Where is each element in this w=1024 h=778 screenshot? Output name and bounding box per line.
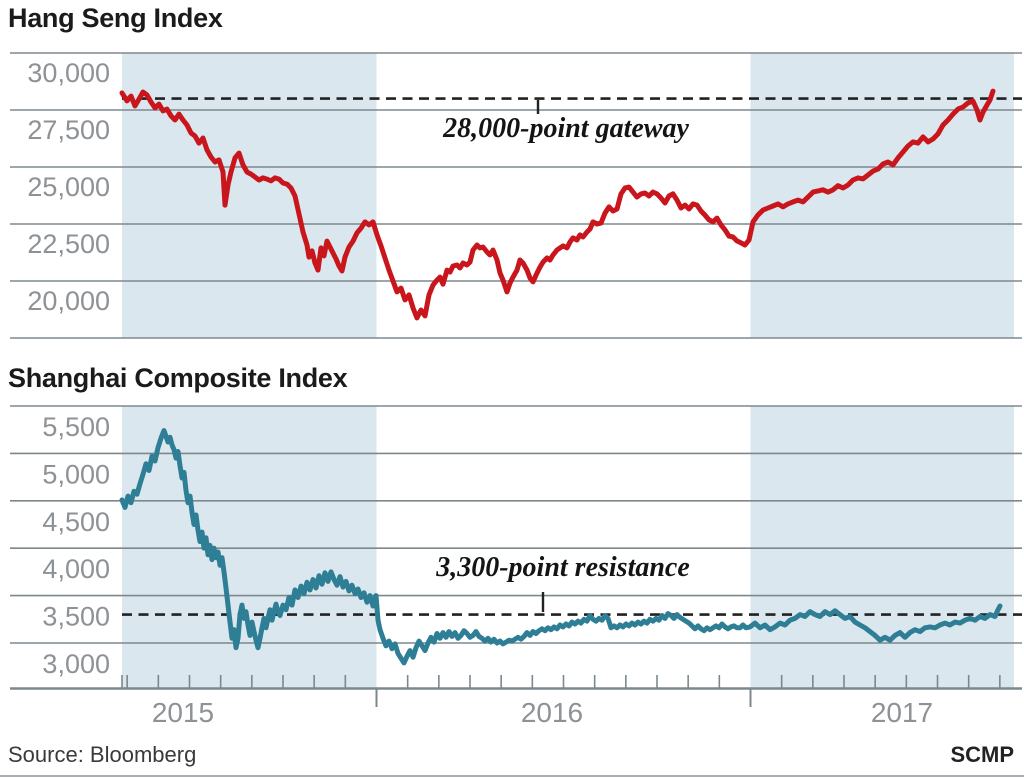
year-band-2017 [750,406,1014,689]
source-credit: Source: Bloomberg [8,742,197,767]
chart-title-shanghai: Shanghai Composite Index [8,363,348,393]
y-axis-label: 25,000 [27,172,110,202]
publisher-credit: SCMP [950,742,1014,767]
series-line-shanghai [119,428,1003,666]
y-axis-label: 4,000 [42,554,110,584]
year-label: 2017 [871,697,933,728]
year-band-2017 [750,53,1014,338]
y-axis-label: 3,000 [42,649,110,679]
bottom-divider [0,775,1024,777]
y-axis-label: 3,500 [42,602,110,632]
y-axis-label: 5,000 [42,459,110,489]
chart-title-hang-seng: Hang Seng Index [8,3,223,33]
y-axis-label: 20,000 [27,286,110,316]
annotation-28000-gateway: 28,000-point gateway [443,113,689,144]
year-label: 2016 [521,697,583,728]
series-line-hang-seng [119,88,996,321]
year-label: 2015 [152,697,214,728]
year-band-2015 [122,53,377,338]
y-axis-label: 30,000 [27,58,110,88]
annotation-3300-resistance: 3,300-point resistance [436,552,690,583]
y-axis-label: 5,500 [42,412,110,442]
y-axis-label: 27,500 [27,115,110,145]
y-axis-label: 4,500 [42,507,110,537]
y-axis-label: 22,500 [27,229,110,259]
